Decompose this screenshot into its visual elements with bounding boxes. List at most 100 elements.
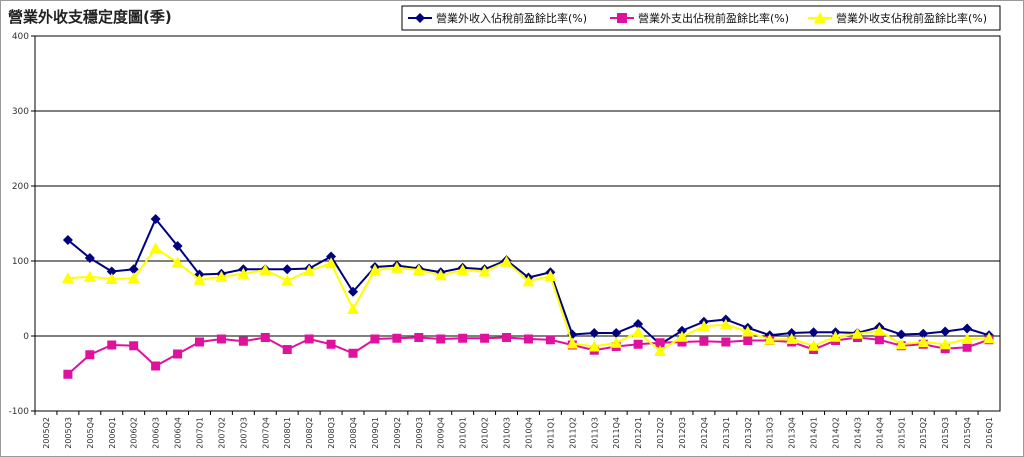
- x-tick-label: 2007Q4: [261, 417, 270, 449]
- data-point: [193, 273, 206, 285]
- data-point: [633, 319, 644, 329]
- data-point: [741, 325, 754, 337]
- data-point: [260, 333, 270, 342]
- data-point: [326, 251, 337, 262]
- legend-marker-net: [814, 12, 826, 23]
- data-point: [874, 335, 884, 345]
- x-tick-label: 2008Q4: [349, 417, 358, 449]
- data-point: [743, 336, 753, 345]
- x-tick-label: 2015Q2: [919, 417, 928, 449]
- data-point: [84, 253, 95, 263]
- x-tick-label: 2006Q1: [108, 417, 117, 449]
- x-tick-label: 2008Q1: [283, 417, 292, 449]
- data-point: [808, 327, 819, 338]
- x-tick-label: 2011Q1: [546, 417, 555, 449]
- plot-area: [34, 35, 1001, 412]
- data-point: [216, 334, 226, 344]
- data-point: [456, 264, 469, 275]
- x-tick-label: 2014Q1: [810, 417, 819, 449]
- data-point: [589, 328, 600, 338]
- data-point: [611, 328, 622, 338]
- x-tick-label: 2015Q4: [963, 417, 972, 449]
- y-tick-label: 200: [12, 182, 29, 192]
- data-point: [127, 272, 140, 284]
- data-point: [392, 333, 402, 343]
- x-tick-label: 2012Q2: [656, 417, 665, 449]
- data-point: [412, 264, 425, 275]
- series-2: [61, 242, 996, 356]
- y-tick-label: 400: [12, 32, 29, 42]
- x-tick-label: 2010Q3: [503, 417, 512, 449]
- data-point: [545, 335, 555, 345]
- data-point: [304, 334, 314, 344]
- chart-title: 營業外收支穩定度圖(季): [8, 8, 172, 26]
- legend-label-expense: 營業外支出佔稅前盈餘比率(%): [638, 11, 789, 25]
- data-point: [348, 286, 359, 297]
- legend-marker-expense: [617, 13, 627, 23]
- data-point: [83, 270, 96, 282]
- data-point: [633, 339, 643, 349]
- x-tick-label: 2009Q4: [437, 417, 446, 449]
- data-point: [303, 264, 316, 276]
- data-point: [939, 338, 952, 350]
- x-tick-label: 2009Q2: [393, 417, 402, 449]
- data-point: [851, 327, 864, 339]
- data-point: [523, 334, 533, 344]
- data-point: [129, 341, 139, 351]
- y-tick-label: 100: [12, 257, 29, 267]
- data-point: [917, 336, 930, 347]
- x-tick-label: 2005Q3: [64, 417, 73, 449]
- x-tick-label: 2005Q4: [86, 417, 95, 449]
- x-tick-label: 2009Q3: [415, 417, 424, 449]
- data-point: [763, 333, 776, 345]
- data-point: [566, 337, 579, 349]
- data-point: [106, 266, 117, 277]
- x-tick-label: 2006Q4: [174, 417, 183, 449]
- data-point: [414, 333, 424, 342]
- data-point: [655, 338, 665, 348]
- data-point: [259, 264, 272, 275]
- data-point: [721, 337, 731, 347]
- x-tick-label: 2014Q2: [832, 417, 841, 449]
- data-point: [918, 328, 929, 339]
- data-point: [940, 326, 951, 337]
- x-tick-label: 2008Q2: [305, 417, 314, 449]
- data-point: [983, 332, 996, 344]
- data-point: [699, 336, 709, 346]
- x-tick-label: 2007Q2: [217, 417, 226, 449]
- data-point: [348, 348, 358, 358]
- data-point: [807, 339, 820, 351]
- data-point: [434, 269, 447, 281]
- legend-label-income: 營業外收入佔稅前盈餘比率(%): [436, 11, 587, 25]
- x-tick-label: 2010Q4: [524, 417, 533, 449]
- x-tick-label: 2009Q1: [371, 417, 380, 449]
- data-point: [697, 320, 710, 332]
- data-point: [390, 261, 403, 273]
- data-point: [962, 323, 973, 334]
- x-tick-label: 2010Q1: [459, 417, 468, 449]
- data-point: [962, 342, 972, 352]
- legend: 營業外收入佔稅前盈餘比率(%) 營業外支出佔稅前盈餘比率(%) 營業外收支佔稅前…: [401, 5, 1001, 31]
- data-point: [194, 337, 204, 347]
- data-point: [326, 339, 336, 349]
- data-point: [62, 235, 73, 245]
- x-tick-label: 2015Q1: [897, 417, 906, 449]
- x-tick-label: 2010Q2: [481, 417, 490, 449]
- data-point: [436, 334, 446, 344]
- x-tick-label: 2011Q3: [590, 417, 599, 449]
- data-point: [282, 264, 293, 275]
- data-point: [610, 336, 623, 348]
- data-point: [502, 333, 512, 342]
- x-tick-label: 2012Q3: [678, 417, 687, 449]
- data-point: [238, 336, 248, 346]
- y-tick-label: 300: [12, 107, 29, 117]
- x-tick-label: 2015Q3: [941, 417, 950, 449]
- data-point: [544, 270, 557, 281]
- data-point: [478, 265, 491, 277]
- x-tick-label: 2013Q4: [788, 417, 797, 449]
- x-tick-label: 2006Q3: [152, 417, 161, 449]
- legend-marker-income: [415, 13, 425, 23]
- data-point: [480, 333, 490, 343]
- legend-label-net: 營業外收支佔稅前盈餘比率(%): [836, 11, 987, 25]
